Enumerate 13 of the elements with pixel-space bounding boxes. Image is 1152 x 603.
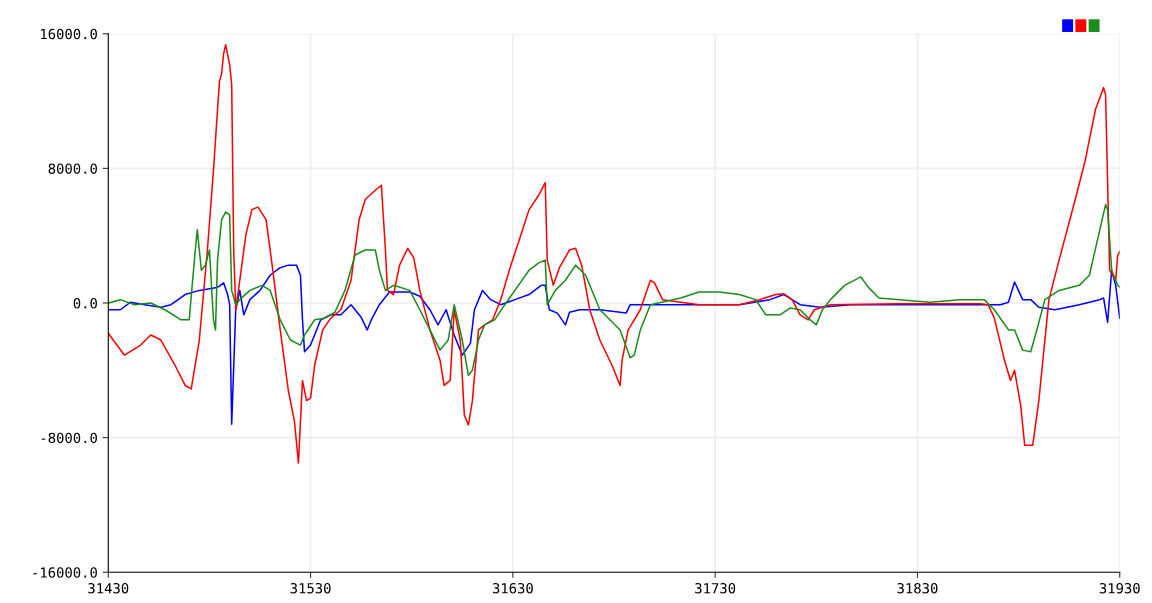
x-tick-label: 31830 bbox=[897, 582, 938, 594]
line-series bbox=[108, 43, 1120, 464]
x-tick-label: 31730 bbox=[695, 582, 736, 594]
y-tick-label: 0.0 bbox=[73, 298, 97, 309]
x-tick-label: 31430 bbox=[88, 582, 129, 594]
y-tick-label: 16000.0 bbox=[41, 28, 97, 40]
y-tick-label: -16000.0 bbox=[33, 567, 97, 578]
x-tick-label: 31530 bbox=[290, 582, 331, 594]
x-tick-label: 31930 bbox=[1099, 582, 1140, 594]
x-tick-label: 31630 bbox=[492, 582, 533, 594]
line-series bbox=[108, 203, 1120, 377]
y-tick-label: 8000.0 bbox=[48, 163, 97, 174]
y-tick-label: -8000.0 bbox=[41, 432, 97, 444]
